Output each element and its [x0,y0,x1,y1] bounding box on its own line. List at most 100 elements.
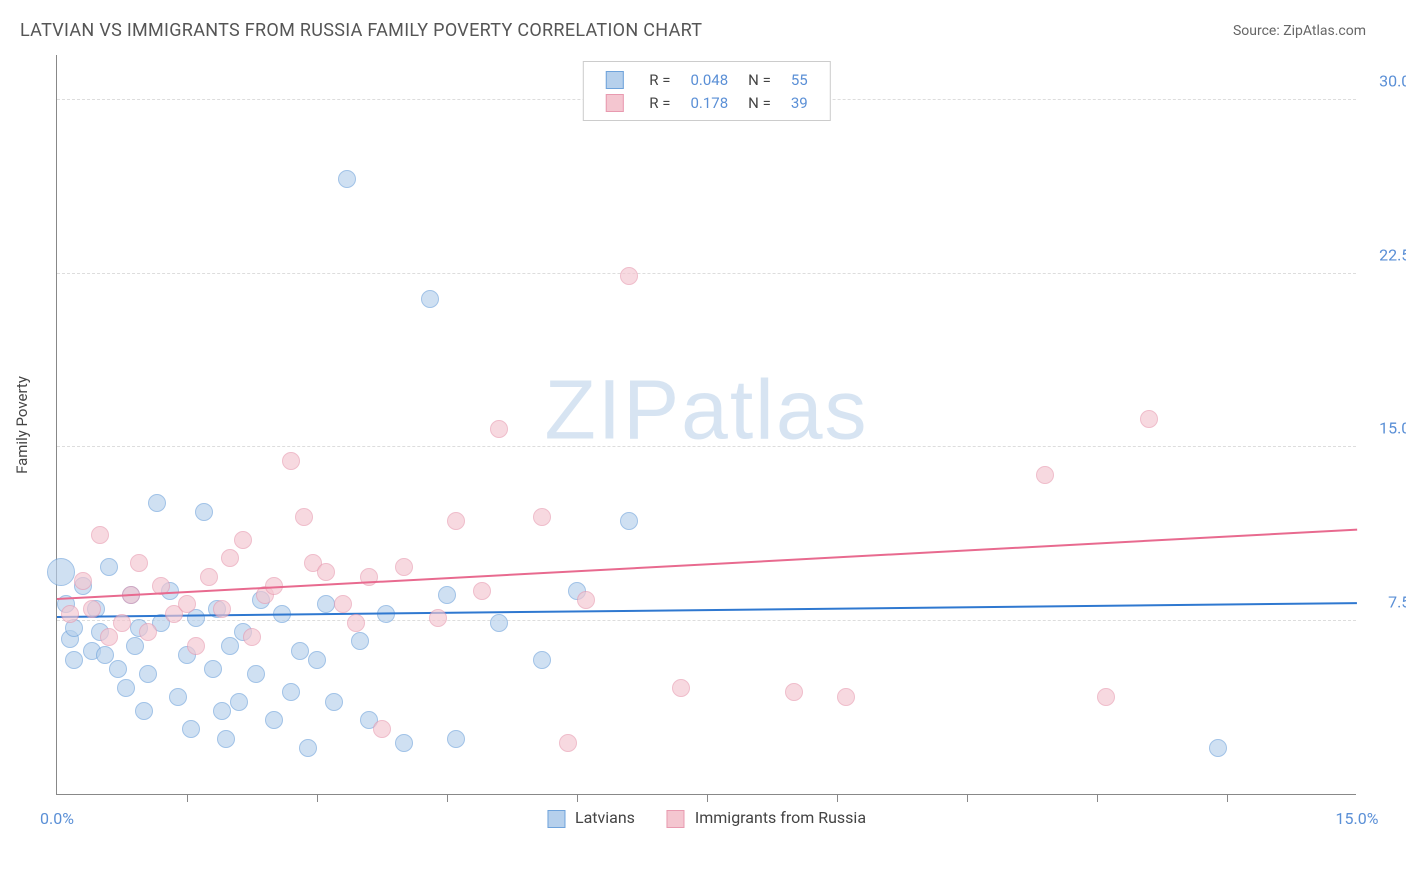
data-point [217,730,235,748]
x-tick [187,794,188,802]
data-point [395,558,413,576]
data-point [200,568,218,586]
data-point [47,558,75,586]
data-point [91,526,109,544]
data-point [265,711,283,729]
data-point [221,549,239,567]
chart-title: LATVIAN VS IMMIGRANTS FROM RUSSIA FAMILY… [20,20,702,41]
r-label: R = [639,91,680,114]
data-point [178,595,196,613]
data-point [421,290,439,308]
legend-stats: R = 0.048 N = 55 R = 0.178 N = 39 [582,61,830,121]
source-label: Source: ZipAtlas.com [1233,23,1366,39]
data-point [317,563,335,581]
grid-line [57,446,1356,447]
y-tick-label: 15.0% [1362,419,1406,438]
data-point [317,595,335,613]
data-point [1209,739,1227,757]
data-point [213,702,231,720]
legend-item: Latvians [547,808,639,827]
x-tick [1227,794,1228,802]
data-point [490,420,508,438]
x-tick [707,794,708,802]
legend-item: Immigrants from Russia [667,808,866,827]
grid-line [57,273,1356,274]
legend-stats-row: R = 0.048 N = 55 [595,68,817,91]
legend-stats-row: R = 0.178 N = 39 [595,91,817,114]
data-point [182,720,200,738]
swatch-series-1 [667,810,685,828]
r-label: R = [639,68,680,91]
header: LATVIAN VS IMMIGRANTS FROM RUSSIA FAMILY… [0,0,1406,51]
data-point [533,651,551,669]
data-point [83,600,101,618]
data-point [117,679,135,697]
data-point [139,665,157,683]
data-point [837,688,855,706]
data-point [100,628,118,646]
n-value-0: 55 [781,68,818,91]
r-value-1: 0.178 [680,91,738,114]
data-point [61,605,79,623]
r-value-0: 0.048 [680,68,738,91]
data-point [373,720,391,738]
data-point [334,595,352,613]
data-point [230,693,248,711]
x-tick [447,794,448,802]
data-point [100,558,118,576]
data-point [347,614,365,632]
data-point [221,637,239,655]
data-point [473,582,491,600]
data-point [187,637,205,655]
legend-label: Latvians [575,808,635,827]
swatch-series-0 [605,71,623,89]
data-point [429,609,447,627]
data-point [620,512,638,530]
n-label: N = [738,68,781,91]
watermark-thin: atlas [681,362,868,456]
data-point [109,660,127,678]
data-point [234,531,252,549]
y-tick-label: 22.5% [1362,245,1406,264]
data-point [148,494,166,512]
data-point [438,586,456,604]
data-point [126,637,144,655]
chart-container: Family Poverty ZIPatlas R = 0.048 N = 55… [56,55,1366,795]
n-label: N = [738,91,781,114]
n-value-1: 39 [781,91,818,114]
data-point [338,170,356,188]
grid-line [57,620,1356,621]
x-tick [317,794,318,802]
data-point [282,452,300,470]
x-tick [1097,794,1098,802]
data-point [559,734,577,752]
data-point [577,591,595,609]
data-point [308,651,326,669]
data-point [135,702,153,720]
plot-area: ZIPatlas R = 0.048 N = 55 R = 0.178 N = … [56,55,1356,795]
data-point [139,623,157,641]
watermark-bold: ZIP [544,362,681,456]
data-point [620,267,638,285]
legend-label: Immigrants from Russia [695,808,866,827]
data-point [169,688,187,706]
data-point [74,572,92,590]
x-tick [967,794,968,802]
trend-line [57,602,1357,618]
x-tick-label: 0.0% [40,809,74,828]
y-axis-label: Family Poverty [13,376,31,474]
data-point [282,683,300,701]
data-point [213,600,231,618]
x-tick [837,794,838,802]
data-point [130,554,148,572]
data-point [295,508,313,526]
data-point [351,632,369,650]
x-tick [577,794,578,802]
y-tick-label: 30.0% [1362,72,1406,91]
data-point [490,614,508,632]
data-point [65,651,83,669]
swatch-series-1 [605,94,623,112]
watermark: ZIPatlas [544,361,868,458]
y-tick-label: 7.5% [1362,592,1406,611]
data-point [447,512,465,530]
